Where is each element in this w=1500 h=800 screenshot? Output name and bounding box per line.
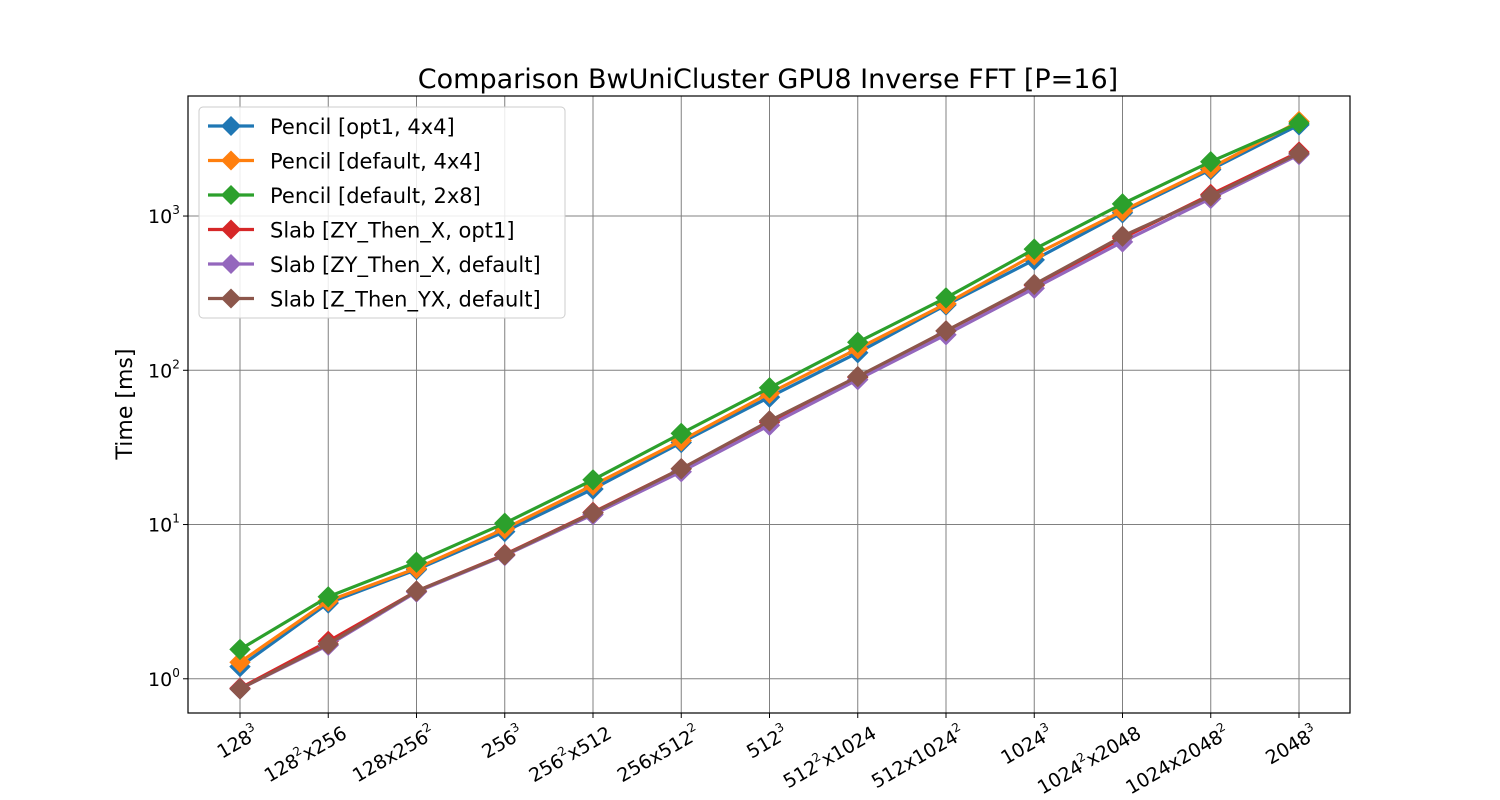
legend-swatch-marker: [221, 185, 241, 205]
data-point: [758, 377, 781, 399]
data-point: [670, 458, 692, 480]
y-tick-label: 102: [148, 357, 180, 382]
data-point: [1111, 193, 1134, 215]
y-tick-label-base: 10: [148, 515, 172, 537]
legend-swatch-marker: [221, 288, 241, 309]
data-point: [317, 633, 339, 655]
series-layer: [229, 110, 1310, 700]
data-point: [1288, 112, 1310, 134]
legend-label: Slab [ZY_Then_X, opt1]: [270, 219, 515, 244]
legend: Pencil [opt1, 4x4] Pencil [default, 4x4] P…: [198, 106, 566, 319]
data-point: [1111, 225, 1134, 247]
data-point: [229, 638, 251, 661]
data-point: [405, 580, 428, 602]
data-point: [847, 331, 869, 353]
legend-swatch-marker: [221, 219, 241, 240]
legend-item: Slab [ZY_Then_X, opt1]: [208, 219, 515, 244]
legend-item: Pencil [default, 2x8]: [208, 184, 481, 208]
data-point: [405, 551, 428, 573]
y-tick-label: 101: [148, 512, 180, 537]
series-3: [229, 112, 1310, 661]
y-tick-label-exponent: 2: [172, 357, 180, 371]
data-point: [1023, 238, 1045, 260]
y-tick-label-base: 10: [148, 669, 172, 691]
data-point: [935, 320, 957, 342]
y-axis-label: Time [ms]: [113, 349, 138, 461]
data-point: [582, 502, 604, 524]
y-tick-label-base: 10: [148, 360, 172, 382]
data-point: [1288, 142, 1310, 165]
data-point: [758, 410, 781, 432]
data-point: [494, 544, 516, 566]
y-tick-label: 103: [148, 203, 180, 228]
legend-label: Slab [Z_Then_YX, default]: [270, 288, 541, 313]
data-point: [317, 586, 339, 608]
data-point: [1200, 150, 1222, 173]
legend-item: Slab [Z_Then_YX, default]: [208, 288, 541, 313]
legend-item: Pencil [opt1, 4x4]: [208, 115, 455, 139]
legend-label: Slab [ZY_Then_X, default]: [270, 253, 541, 278]
legend-swatch-marker: [221, 150, 241, 171]
data-point: [670, 422, 692, 445]
legend-swatch-marker: [221, 116, 241, 136]
data-point: [494, 512, 516, 534]
data-point: [935, 287, 957, 309]
data-point: [229, 651, 251, 673]
y-tick-label-exponent: 3: [172, 203, 180, 217]
data-point: [1023, 273, 1045, 296]
data-point: [1200, 185, 1222, 207]
data-point: [229, 678, 251, 700]
series-6: [229, 142, 1310, 700]
y-tick-label-exponent: 1: [172, 512, 180, 526]
legend-label: Pencil [default, 4x4]: [270, 150, 481, 174]
legend-label: Pencil [opt1, 4x4]: [270, 115, 455, 139]
legend-label: Pencil [default, 2x8]: [270, 184, 481, 208]
data-point: [847, 365, 869, 388]
y-tick-label-base: 10: [148, 206, 172, 228]
chart-title: Comparison BwUniCluster GPU8 Inverse FFT…: [418, 64, 1118, 95]
data-point: [582, 469, 604, 491]
legend-item: Pencil [default, 4x4]: [208, 150, 481, 174]
legend-swatch-marker: [221, 254, 241, 274]
y-tick-label: 100: [148, 666, 180, 691]
legend-box: [198, 106, 566, 319]
y-tick-label-exponent: 0: [172, 666, 180, 680]
legend-item: Slab [ZY_Then_X, default]: [208, 253, 541, 278]
